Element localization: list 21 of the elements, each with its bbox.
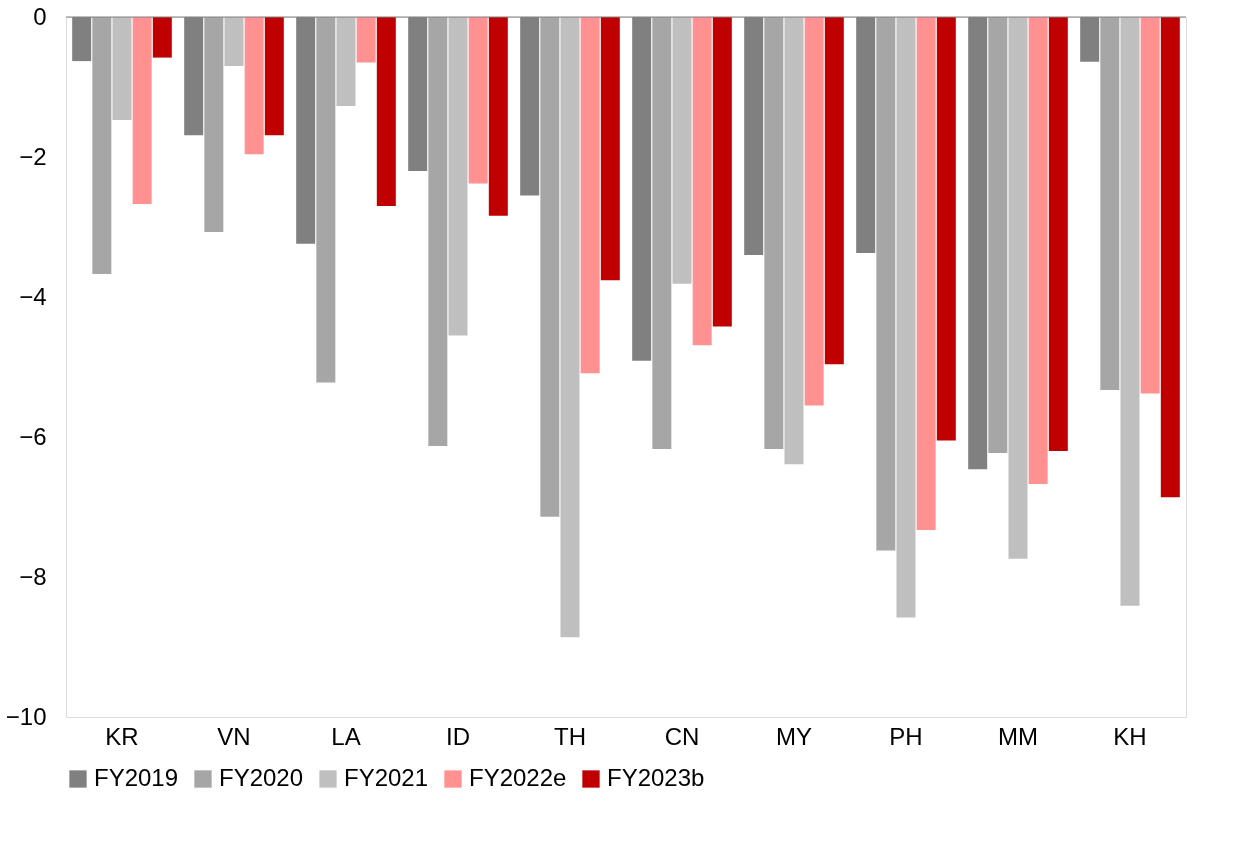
legend-label: FY2022e: [469, 764, 567, 791]
y-tick-label: −8: [19, 562, 47, 590]
legend-label: FY2020: [219, 764, 304, 791]
y-tick-label: −10: [5, 702, 47, 730]
y-tick-label: −2: [19, 142, 47, 170]
y-tick-label: −6: [19, 422, 47, 450]
legend-label: FY2019: [94, 764, 179, 791]
x-tick-label: KR: [105, 722, 139, 750]
x-tick-label: MY: [776, 722, 812, 750]
y-tick-label: −4: [19, 282, 47, 310]
x-tick-label: CN: [664, 722, 700, 750]
x-tick-label: TH: [554, 722, 586, 750]
y-tick-label: 0: [33, 2, 47, 30]
x-tick-label: ID: [446, 722, 470, 750]
x-tick-label: MM: [998, 722, 1038, 750]
x-tick-label: PH: [889, 722, 923, 750]
x-tick-label: LA: [331, 722, 361, 750]
x-tick-label: KH: [1113, 722, 1147, 750]
x-tick-label: VN: [217, 722, 251, 750]
legend-label: FY2023b: [607, 764, 705, 791]
legend-label: FY2021: [344, 764, 429, 791]
